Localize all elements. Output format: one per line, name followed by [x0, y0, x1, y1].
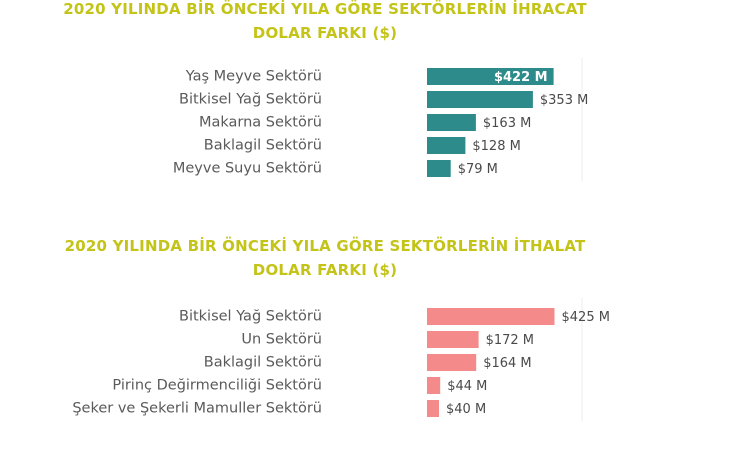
import-value-label: $44 M [447, 379, 487, 394]
import-bar [427, 400, 439, 417]
import-bar [427, 377, 441, 394]
export-bar [427, 91, 533, 108]
import-bar [427, 354, 477, 371]
export-bar [427, 160, 451, 177]
export-category-label: Makarna Sektörü [199, 115, 322, 131]
export-value-label: $79 M [458, 162, 498, 177]
import-category-label: Baklagil Sektörü [204, 355, 322, 371]
import-chart-title: 2020 YILINDA BİR ÖNCEKİ YILA GÖRE SEKTÖR… [0, 234, 650, 282]
export-category-label: Meyve Suyu Sektörü [173, 161, 322, 177]
import-value-label: $164 M [483, 356, 531, 371]
import-bar [427, 331, 479, 348]
import-value-label: $425 M [562, 310, 610, 325]
export-bar [427, 137, 466, 154]
import-bar [427, 308, 555, 325]
export-category-label: Bitkisel Yağ Sektörü [179, 92, 322, 108]
export-category-label: Yaş Meyve Sektörü [185, 69, 322, 85]
import-chart-title-line2: DOLAR FARKI ($) [252, 261, 398, 279]
export-chart-title-line1: 2020 YILINDA BİR ÖNCEKİ YILA GÖRE SEKTÖR… [63, 0, 587, 18]
import-category-label: Pirinç Değirmenciliği Sektörü [112, 378, 322, 394]
import-category-label: Şeker ve Şekerli Mamuller Sektörü [72, 401, 322, 417]
import-value-label: $172 M [486, 333, 534, 348]
import-value-label: $40 M [446, 402, 486, 417]
import-chart-title-line1: 2020 YILINDA BİR ÖNCEKİ YILA GÖRE SEKTÖR… [64, 237, 586, 255]
import-category-label: Bitkisel Yağ Sektörü [179, 309, 322, 325]
export-chart-title-line2: DOLAR FARKI ($) [252, 24, 398, 42]
export-value-label: $353 M [540, 93, 588, 108]
import-category-label: Un Sektörü [241, 332, 322, 348]
export-bar [427, 114, 476, 131]
export-category-label: Baklagil Sektörü [204, 138, 322, 154]
export-chart-title: 2020 YILINDA BİR ÖNCEKİ YILA GÖRE SEKTÖR… [0, 0, 650, 45]
export-value-label: $128 M [472, 139, 520, 154]
import-bar-chart: Bitkisel Yağ Sektörü $425 M Un Sektörü $172… [72, 298, 610, 421]
export-bar-chart: Yaş Meyve Sektörü $422 M Bitkisel Yağ Sekt… [173, 58, 588, 181]
export-bar [427, 68, 554, 85]
export-value-label: $422 M [494, 70, 548, 85]
export-value-label: $163 M [483, 116, 531, 131]
